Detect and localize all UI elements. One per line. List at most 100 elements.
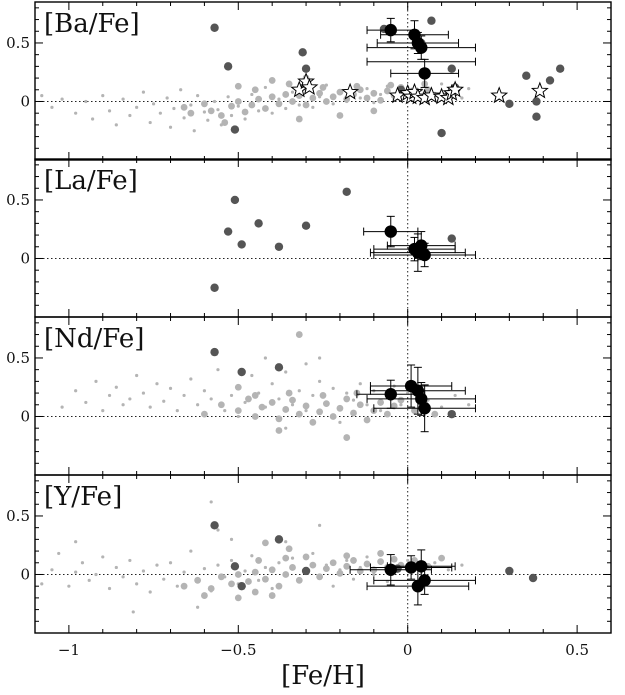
field-small-dot xyxy=(135,373,139,378)
field-large-dot xyxy=(251,392,259,399)
field-small-dot xyxy=(399,403,403,407)
field-small-dot xyxy=(74,570,78,574)
comparison-dark-dot xyxy=(237,581,246,591)
field-small-dot xyxy=(189,549,193,553)
field-large-dot xyxy=(438,554,445,562)
panel-label: [Ba/Fe] xyxy=(44,9,140,39)
field-small-dot xyxy=(141,569,146,573)
star-marker xyxy=(530,81,549,99)
field-large-dot xyxy=(248,101,256,109)
field-large-dot xyxy=(343,562,351,570)
field-large-dot xyxy=(343,434,351,441)
comparison-dark-dot xyxy=(274,242,284,251)
field-large-dot xyxy=(343,552,351,560)
field-large-dot xyxy=(282,571,290,578)
field-large-dot xyxy=(316,573,324,581)
field-small-dot xyxy=(236,414,240,419)
field-large-dot xyxy=(295,410,303,418)
y-tick-label: 0.5 xyxy=(6,34,30,52)
field-small-dot xyxy=(365,87,369,91)
field-small-dot xyxy=(60,97,64,101)
field-large-dot xyxy=(201,592,208,599)
field-large-dot xyxy=(245,395,252,403)
field-small-dot xyxy=(94,572,98,577)
star-marker xyxy=(490,86,509,104)
field-small-dot xyxy=(212,99,217,104)
field-small-dot xyxy=(290,403,295,407)
field-small-dot xyxy=(290,90,295,94)
field-large-dot xyxy=(356,401,364,409)
field-large-dot xyxy=(180,103,188,111)
field-small-dot xyxy=(196,605,200,609)
field-large-dot xyxy=(262,539,269,547)
field-small-dot xyxy=(467,403,471,407)
panel-frame xyxy=(34,1,612,161)
comparison-dark-dot xyxy=(437,128,446,138)
field-small-dot xyxy=(311,105,315,109)
field-small-dot xyxy=(297,389,301,393)
field-small-dot xyxy=(155,563,159,567)
field-large-dot xyxy=(228,102,235,110)
field-small-dot xyxy=(263,356,267,360)
field-large-dot xyxy=(350,409,357,417)
field-large-dot xyxy=(228,580,235,588)
panel-label: [La/Fe] xyxy=(44,166,138,196)
field-large-dot xyxy=(241,108,249,116)
cluster-star-point xyxy=(415,41,428,54)
field-small-dot xyxy=(168,386,173,390)
field-small-dot xyxy=(372,572,376,577)
field-small-dot xyxy=(358,382,362,386)
field-small-dot xyxy=(196,94,200,98)
field-small-dot xyxy=(257,109,261,113)
field-large-dot xyxy=(431,410,439,418)
x-tick-label: −1 xyxy=(58,641,80,659)
cluster-star-point xyxy=(415,392,428,406)
field-small-dot xyxy=(101,555,105,559)
field-large-dot xyxy=(194,576,202,584)
x-tick-label: −0.5 xyxy=(220,641,256,659)
field-small-dot xyxy=(331,102,335,106)
field-large-dot xyxy=(377,96,384,104)
cluster-star-point xyxy=(418,67,431,80)
field-small-dot xyxy=(189,377,193,381)
field-small-dot xyxy=(226,95,230,99)
comparison-dark-dot xyxy=(447,234,456,243)
field-large-dot xyxy=(295,331,303,338)
field-small-dot xyxy=(365,403,369,407)
field-small-dot xyxy=(114,123,118,127)
field-small-dot xyxy=(121,97,125,101)
field-small-dot xyxy=(467,87,471,91)
field-small-dot xyxy=(250,373,254,378)
field-small-dot xyxy=(91,117,95,121)
field-large-dot xyxy=(275,415,283,423)
field-small-dot xyxy=(141,391,146,395)
field-small-dot xyxy=(270,382,274,386)
cluster-star-point xyxy=(418,248,431,262)
field-small-dot xyxy=(331,584,335,588)
x-tick-label: 0 xyxy=(403,641,413,659)
field-small-dot xyxy=(284,370,288,374)
comparison-dark-dot xyxy=(532,97,541,106)
field-small-dot xyxy=(277,97,281,101)
field-large-dot xyxy=(251,86,259,94)
y-tick-label: 0 xyxy=(20,249,30,267)
cluster-star-point xyxy=(384,388,397,401)
comparison-dark-dot xyxy=(274,535,284,544)
field-large-dot xyxy=(245,578,252,585)
field-large-dot xyxy=(377,399,384,406)
field-small-dot xyxy=(236,104,240,108)
field-small-dot xyxy=(121,575,125,579)
field-small-dot xyxy=(148,405,152,409)
star-marker xyxy=(300,78,319,96)
field-large-dot xyxy=(319,392,327,399)
field-small-dot xyxy=(175,409,179,413)
field-large-dot xyxy=(356,567,364,575)
field-small-dot xyxy=(202,567,207,571)
field-large-dot xyxy=(258,403,266,411)
field-large-dot xyxy=(234,82,242,90)
field-small-dot xyxy=(80,561,85,565)
field-small-dot xyxy=(114,565,118,570)
panel-label: [Y/Fe] xyxy=(44,482,122,512)
field-large-dot xyxy=(282,554,290,562)
